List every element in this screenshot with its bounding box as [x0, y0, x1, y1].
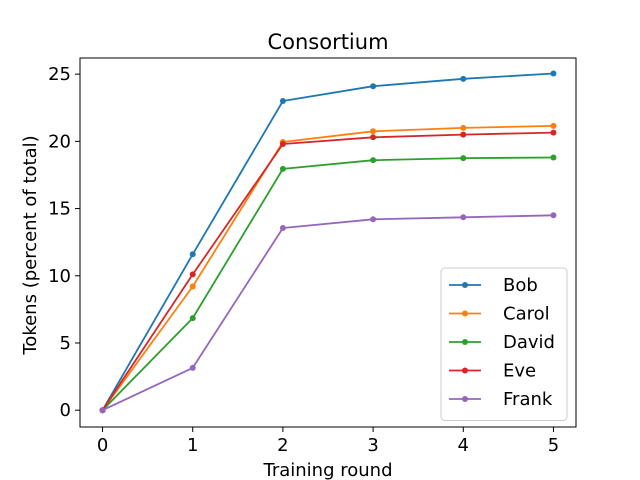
legend-label: David	[503, 332, 555, 353]
legend-swatch-marker	[462, 310, 468, 317]
x-tick-label: 5	[548, 435, 559, 456]
x-tick-label: 3	[367, 435, 378, 456]
data-point	[189, 315, 196, 322]
data-point	[550, 154, 557, 161]
legend-item: Bob	[449, 275, 538, 296]
data-point	[460, 214, 467, 221]
legend-box	[440, 267, 568, 421]
legend-label: Frank	[503, 389, 553, 410]
data-point	[189, 283, 196, 290]
series-line-bob	[101, 72, 554, 411]
series-line-eve	[101, 131, 554, 411]
legend-swatch-marker	[462, 396, 468, 402]
legend: Bob Carol David Eve Frank	[440, 267, 568, 421]
legend-item: Eve	[449, 361, 536, 382]
series-layer	[99, 70, 557, 414]
data-point	[460, 155, 467, 162]
y-axis-title: Tokens (percent of total)	[20, 135, 41, 355]
y-tick-label: 5	[60, 333, 71, 354]
data-point	[550, 122, 557, 129]
legend-swatch-marker	[462, 282, 468, 288]
x-axis-title: Training round	[262, 460, 392, 480]
plot-frame	[79, 57, 577, 428]
x-tick-label: 0	[97, 435, 108, 456]
legend-item: David	[449, 332, 555, 353]
data-point	[189, 271, 196, 278]
x-tick-label: 1	[187, 435, 198, 456]
y-tick-label: 0	[60, 400, 71, 421]
y-tick-label: 15	[48, 199, 71, 220]
data-point	[279, 141, 286, 148]
legend-swatch-marker	[462, 367, 468, 374]
data-point	[370, 134, 377, 141]
data-point	[370, 216, 377, 223]
data-point	[550, 129, 557, 136]
data-point	[279, 165, 286, 172]
legend-label: Carol	[503, 304, 550, 325]
data-point	[550, 212, 557, 219]
data-point	[370, 83, 377, 90]
series-line-david	[101, 156, 554, 411]
y-tick-label: 25	[48, 64, 71, 85]
legend-item: Frank	[449, 389, 553, 410]
data-point	[460, 75, 467, 82]
data-point	[460, 124, 467, 131]
data-point	[189, 251, 196, 258]
data-point	[99, 407, 106, 414]
legend-label: Bob	[503, 275, 538, 296]
series-line-frank	[102, 214, 554, 412]
data-point	[460, 131, 467, 138]
legend-swatch-marker	[462, 339, 468, 345]
data-point	[279, 225, 286, 232]
legend-item: Carol	[449, 304, 550, 325]
chart-title: Consortium	[267, 30, 388, 54]
data-point	[189, 364, 196, 371]
data-point	[370, 157, 377, 164]
series-frank	[99, 212, 557, 414]
y-tick-label: 20	[48, 131, 71, 152]
series-line-carol	[101, 125, 554, 411]
y-tick-label: 10	[48, 266, 71, 287]
x-tick-label: 4	[458, 435, 469, 456]
x-tick-label: 2	[277, 435, 288, 456]
legend-label: Eve	[503, 361, 536, 382]
data-point	[279, 98, 286, 105]
ticks-layer: 0 1 2 3 4 5 0 5 10 15 20 25	[48, 64, 559, 456]
data-point	[370, 128, 377, 135]
data-point	[550, 70, 557, 77]
